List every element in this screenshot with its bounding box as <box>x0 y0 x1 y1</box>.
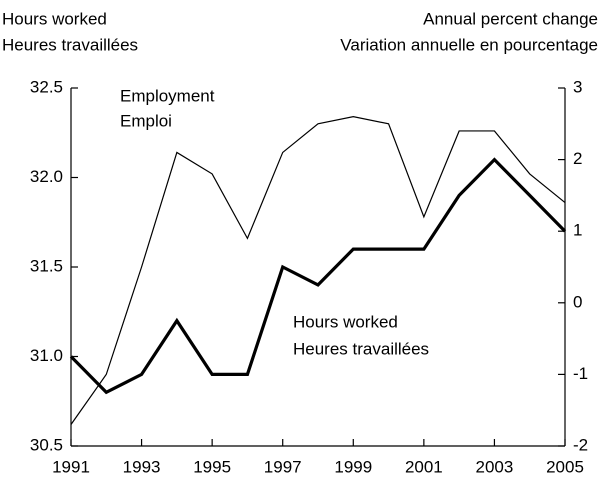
series-annotation: Employment <box>120 86 215 105</box>
y-axis-label: Heures travaillées <box>2 35 138 54</box>
x-tick-label: 1991 <box>52 457 90 476</box>
series-annotation: Emploi <box>120 111 172 130</box>
y2-tick-label: 2 <box>573 149 582 168</box>
y-tick-label: 32.0 <box>30 167 63 186</box>
y-tick-label: 31.0 <box>30 346 63 365</box>
y-tick-label: 31.5 <box>30 256 63 275</box>
x-tick-label: 1995 <box>193 457 231 476</box>
series-annotation: Heures travaillées <box>293 339 429 358</box>
y-axis-label: Hours worked <box>2 9 107 28</box>
y2-axis-label: Variation annuelle en pourcentage <box>340 35 598 54</box>
x-tick-label: 2001 <box>405 457 443 476</box>
y2-axis-label: Annual percent change <box>423 9 598 28</box>
y2-tick-label: 1 <box>573 221 582 240</box>
series-annotation: Hours worked <box>293 312 398 331</box>
x-tick-label: 1997 <box>264 457 302 476</box>
y2-tick-label: 3 <box>573 77 582 96</box>
y-tick-label: 30.5 <box>30 435 63 454</box>
x-tick-label: 1993 <box>123 457 161 476</box>
series-line <box>70 116 566 425</box>
x-tick-label: 2003 <box>476 457 514 476</box>
y2-tick-label: -1 <box>573 364 588 383</box>
series-line <box>69 157 567 395</box>
x-tick-label: 1999 <box>334 457 372 476</box>
y2-tick-label: 0 <box>573 292 582 311</box>
x-tick-label: 2005 <box>546 457 584 476</box>
y-tick-label: 32.5 <box>30 77 63 96</box>
y2-tick-label: -2 <box>573 435 588 454</box>
